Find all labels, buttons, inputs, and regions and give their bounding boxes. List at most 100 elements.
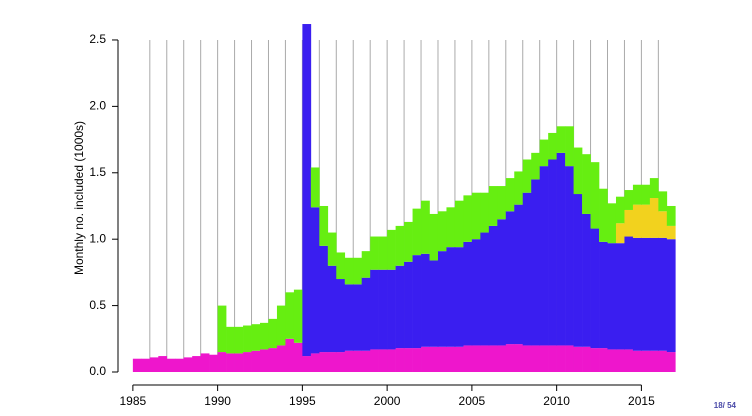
- bar-segment: [463, 241, 473, 346]
- bar-segment: [505, 178, 515, 212]
- bar-segment: [590, 228, 600, 349]
- bar-segment: [243, 352, 252, 372]
- bar-segment: [641, 184, 651, 205]
- bar-segment: [463, 345, 473, 372]
- bar-segment: [497, 219, 507, 346]
- bar-segment: [624, 349, 634, 372]
- bar-segment: [556, 345, 566, 372]
- bar-segment: [226, 326, 235, 354]
- bar-segment: [514, 344, 524, 372]
- bar-segment: [149, 357, 159, 372]
- bar-segment: [361, 350, 371, 372]
- bar-segment: [649, 178, 659, 199]
- bar-segment: [353, 350, 363, 372]
- bar-segment: [658, 211, 668, 238]
- bar-segment: [666, 225, 676, 240]
- bar-segment: [412, 255, 422, 349]
- bar-segment: [327, 352, 337, 372]
- bar-segment: [539, 345, 549, 372]
- bar-segment: [632, 204, 642, 238]
- bar-segment: [624, 209, 634, 237]
- bar-segment: [412, 208, 422, 256]
- bar-segment: [556, 126, 566, 153]
- bar-segment: [548, 345, 557, 372]
- bar-segment: [590, 348, 600, 372]
- bar-segment: [599, 188, 608, 242]
- y-tick-label: 1.5: [89, 165, 106, 179]
- bar-segment: [446, 207, 456, 248]
- bar-segment: [658, 350, 668, 372]
- bar-segment: [268, 318, 278, 349]
- bar-segment: [234, 353, 244, 372]
- bar-segment: [336, 352, 346, 372]
- bar-segment: [641, 237, 651, 351]
- bar-segment: [336, 279, 346, 353]
- bar-segment: [217, 352, 227, 372]
- bar-segment: [353, 284, 363, 351]
- page-number: 18/ 54: [714, 401, 737, 410]
- bar-segment: [310, 207, 320, 354]
- axes: 0.0 0.5 1.0 1.5 2.0 2.5 1985 1990 1995 2000 2005 20…: [89, 32, 655, 408]
- bar-segment: [370, 349, 379, 372]
- bar-segment: [582, 346, 591, 372]
- bar-segment: [175, 358, 185, 372]
- bar-segment: [395, 265, 405, 349]
- bar-segment: [243, 325, 252, 353]
- bar-segment: [293, 342, 303, 372]
- bar-segment: [421, 200, 430, 254]
- bar-segment: [471, 345, 481, 372]
- bar-segment: [285, 338, 295, 372]
- bar-segment: [336, 252, 346, 280]
- bar-segment: [666, 239, 676, 353]
- bar-segment: [344, 257, 354, 285]
- bar-segment: [183, 357, 193, 372]
- bar-segment: [421, 346, 430, 372]
- bar-segment: [192, 356, 201, 372]
- bar-segment: [209, 354, 218, 372]
- bar-segment: [531, 179, 540, 346]
- bar-segment: [658, 237, 668, 351]
- bar-segment: [615, 243, 625, 350]
- bar-segment: [624, 236, 634, 350]
- bar-segment: [429, 260, 439, 347]
- y-tick-label: 0.5: [89, 298, 106, 312]
- bar-segment: [599, 348, 608, 372]
- x-tick-label: 1995: [289, 394, 316, 408]
- bar-segment: [361, 251, 371, 278]
- bars: [132, 24, 676, 372]
- bar-segment: [378, 236, 388, 270]
- bar-segment: [615, 349, 625, 372]
- bar-segment: [437, 251, 447, 347]
- bar-segment: [293, 289, 303, 343]
- bar-segment: [463, 195, 473, 242]
- bar-segment: [226, 353, 235, 372]
- bar-segment: [251, 324, 261, 351]
- bar-segment: [437, 346, 447, 372]
- bar-segment: [641, 204, 651, 238]
- bar-segment: [607, 349, 617, 372]
- bar-segment: [454, 200, 464, 248]
- bar-segment: [548, 159, 557, 346]
- bar-segment: [404, 221, 413, 262]
- bar-segment: [327, 265, 337, 353]
- bar-segment: [624, 190, 634, 210]
- bar-segment: [615, 223, 625, 244]
- bar-segment: [395, 348, 405, 372]
- bar-segment: [446, 247, 456, 347]
- bar-segment: [649, 237, 659, 351]
- bar-segment: [505, 344, 515, 372]
- bar-segment: [488, 225, 498, 346]
- bar-segment: [132, 358, 142, 372]
- bar-segment: [276, 345, 286, 372]
- bar-segment: [556, 152, 566, 346]
- y-tick-label: 0.0: [89, 364, 106, 378]
- y-tick-label: 1.0: [89, 231, 106, 245]
- x-tick-label: 1985: [120, 394, 147, 408]
- bar-segment: [582, 213, 591, 347]
- bar-segment: [590, 162, 600, 229]
- bar-segment: [344, 350, 354, 372]
- bar-segment: [505, 211, 515, 345]
- bar-segment: [437, 211, 447, 252]
- bar-segment: [260, 349, 269, 372]
- bar-segment: [488, 186, 498, 226]
